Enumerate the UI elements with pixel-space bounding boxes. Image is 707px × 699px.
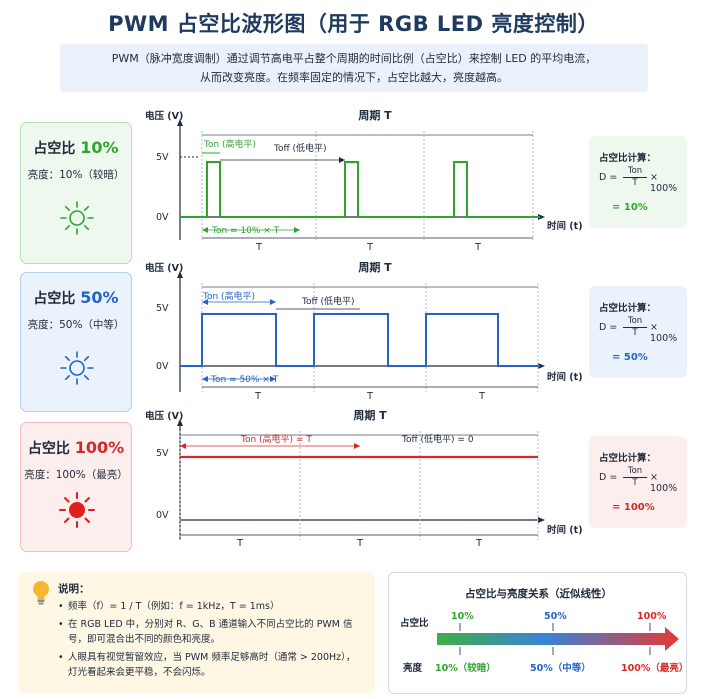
relation-box: 占空比与亮度关系（近似线性） 占空比 亮度 10% 50% 100% 10%（较… — [388, 572, 689, 694]
notes-list: 频率（f）= 1 / T（例如：f = 1kHz，T = 1ms） 在 RGB … — [58, 599, 364, 683]
period-t-3: T — [478, 391, 485, 402]
duty-label: 占空比 — [33, 141, 76, 157]
formula-mul: × 100% — [650, 322, 678, 344]
duty-value: 10% — [80, 138, 119, 157]
period-t-1: T — [236, 538, 243, 549]
calc-result: = 50% — [612, 352, 648, 363]
v-low-label: 0V — [156, 212, 169, 223]
formula-fraction: Ton T — [623, 466, 647, 489]
duty-title: 占空比 100% — [21, 438, 131, 458]
note-item: 在 RGB LED 中，分别对 R、G、B 通道输入不同占空比的 PWM 信号，… — [58, 617, 364, 647]
calc-box-100: 占空比计算： D = Ton T × 100% = 100% — [589, 436, 687, 528]
formula-num: Ton — [623, 466, 647, 478]
formula-num: Ton — [623, 316, 647, 328]
bright-sun-icon — [59, 492, 95, 528]
calc-title: 占空比计算： — [599, 303, 657, 314]
duty-point-10: 10% — [451, 611, 474, 622]
v-high-label: 5V — [156, 303, 169, 314]
formula-num: Ton — [623, 166, 647, 178]
duty-label: 占空比 — [33, 291, 76, 307]
v-low-label: 0V — [156, 510, 169, 521]
v-high-label: 5V — [156, 152, 169, 163]
period-label: 周期 T — [358, 260, 392, 274]
page-title: PWM 占空比波形图（用于 RGB LED 亮度控制） — [108, 12, 599, 36]
calc-title: 占空比计算： — [599, 453, 657, 464]
duty-point-50: 50% — [544, 611, 567, 622]
y-axis-label: 电压 (V) — [145, 110, 183, 122]
formula-lhs: D = — [599, 322, 618, 333]
ton-label: Ton (高电平) — [202, 290, 255, 302]
period-label: 周期 T — [353, 408, 387, 422]
brightness-axis-label: 亮度 — [403, 663, 423, 674]
notes-title: 说明： — [58, 583, 90, 595]
duty-point-100: 100% — [637, 611, 667, 622]
waveform-10: 电压 (V) 周期 T 时间 (t) 5V 0V Ton (高电平) Toff … — [145, 108, 583, 253]
period-t-1: T — [254, 391, 261, 402]
period-t-3: T — [474, 242, 481, 253]
gradient-arrow — [437, 623, 679, 655]
formula-den: T — [632, 478, 638, 488]
period-t-3: T — [475, 538, 482, 549]
note-item: 频率（f）= 1 / T（例如：f = 1kHz，T = 1ms） — [58, 599, 364, 614]
formula-lhs: D = — [599, 472, 618, 483]
duty-value: 100% — [74, 438, 125, 457]
period-t-1: T — [255, 242, 262, 253]
note-item: 人眼具有视觉暂留效应，当 PWM 频率足够高时（通常 > 200Hz），灯光看起… — [58, 650, 364, 680]
x-axis-label: 时间 (t) — [547, 371, 583, 383]
brightness-label: 亮度：100%（最亮） — [24, 469, 128, 481]
period-label: 周期 T — [358, 108, 392, 122]
relation-title: 占空比与亮度关系（近似线性） — [465, 588, 612, 600]
period-t-2: T — [356, 538, 363, 549]
duty-label: 占空比 — [27, 441, 70, 457]
formula-den: T — [632, 178, 638, 188]
formula-den: T — [632, 328, 638, 338]
v-high-label: 5V — [156, 448, 169, 459]
toff-label: Toff (低电平) = 0 — [401, 433, 474, 445]
v-low-label: 0V — [156, 361, 169, 372]
formula-mul: × 100% — [650, 172, 678, 194]
duty-axis-label: 占空比 — [400, 618, 429, 629]
period-t-2: T — [366, 391, 373, 402]
ton-label: Ton (高电平) — [203, 138, 256, 150]
calc-box-10: 占空比计算： D = Ton T × 100% = 10% — [589, 136, 687, 228]
dim-sun-icon — [60, 201, 94, 235]
intro-line-2: 从而改变亮度。在频率固定的情况下，占空比越大，亮度越高。 — [200, 71, 508, 84]
brightness-label: 亮度：10%（较暗） — [27, 169, 125, 181]
ton-formula: Ton = 50% × T — [210, 375, 279, 385]
period-t-2: T — [366, 242, 373, 253]
duty-card-50: 占空比 50% 亮度：50%（中等） — [20, 272, 132, 412]
bright-point-100: 100%（最亮） — [621, 663, 689, 674]
duty-title: 占空比 50% — [21, 288, 131, 308]
x-axis-label: 时间 (t) — [547, 220, 583, 232]
intro-box: PWM（脉冲宽度调制）通过调节高电平占整个周期的时间比例（占空比）来控制 LED… — [60, 44, 648, 92]
y-axis-label: 电压 (V) — [145, 262, 183, 274]
calc-box-50: 占空比计算： D = Ton T × 100% = 50% — [589, 286, 687, 378]
formula-fraction: Ton T — [623, 166, 647, 189]
calc-title: 占空比计算： — [599, 153, 657, 164]
medium-sun-icon — [60, 351, 94, 385]
calc-result: = 10% — [612, 202, 648, 213]
duty-title: 占空比 10% — [21, 138, 131, 158]
waveform-100: 电压 (V) 周期 T 时间 (t) 5V 0V Ton (高电平) = T T… — [145, 408, 583, 549]
formula-lhs: D = — [599, 172, 618, 183]
x-axis-label: 时间 (t) — [547, 524, 583, 536]
calc-result: = 100% — [612, 502, 655, 513]
waveform-50: 电压 (V) 周期 T 时间 (t) 5V 0V Ton (高电平) Toff … — [145, 260, 583, 402]
brightness-label: 亮度：50%（中等） — [27, 319, 125, 331]
y-axis-label: 电压 (V) — [145, 410, 183, 422]
lightbulb-icon — [33, 581, 49, 605]
formula-fraction: Ton T — [623, 316, 647, 339]
duty-card-10: 占空比 10% 亮度：10%（较暗） — [20, 122, 132, 264]
notes-box: 说明： 频率（f）= 1 / T（例如：f = 1kHz，T = 1ms） 在 … — [18, 572, 375, 694]
toff-label: Toff (低电平) — [301, 295, 355, 307]
ton-formula: Ton = 10% × T — [211, 226, 280, 236]
formula-mul: × 100% — [650, 472, 678, 494]
bright-point-10: 10%（较暗） — [435, 663, 496, 674]
duty-value: 50% — [80, 288, 119, 307]
duty-card-100: 占空比 100% 亮度：100%（最亮） — [20, 422, 132, 552]
intro-line-1: PWM（脉冲宽度调制）通过调节高电平占整个周期的时间比例（占空比）来控制 LED… — [111, 52, 597, 65]
toff-label: Toff (低电平) — [273, 142, 327, 154]
ton-label: Ton (高电平) = T — [240, 433, 312, 445]
bright-point-50: 50%（中等） — [530, 663, 591, 674]
